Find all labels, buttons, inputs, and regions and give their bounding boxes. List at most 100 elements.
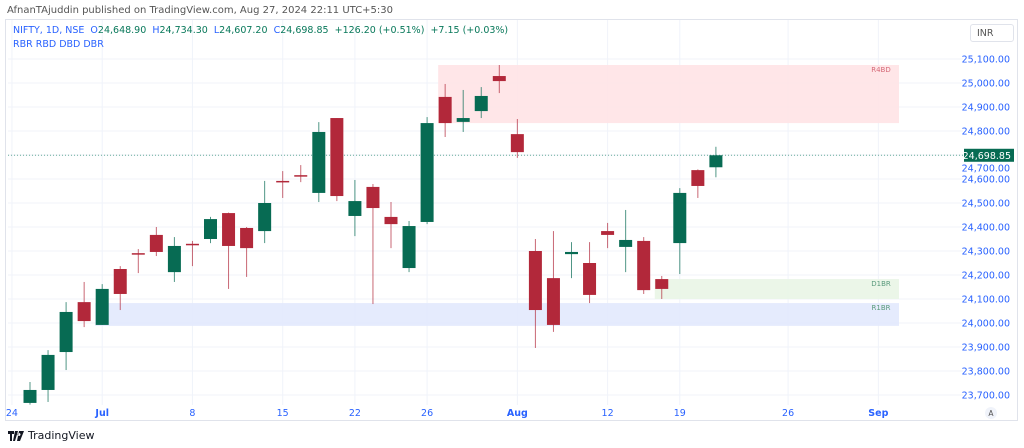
- candle: [77, 281, 91, 328]
- candle: [619, 209, 633, 273]
- candle: [222, 212, 236, 289]
- zone-label: R1BR: [872, 304, 891, 312]
- candle-body: [637, 240, 651, 291]
- price-tick-label: 23,900.00: [962, 343, 1010, 354]
- candle: [348, 179, 362, 237]
- candle: [510, 119, 524, 158]
- candle: [294, 165, 308, 183]
- candle: [637, 237, 651, 294]
- candle: [528, 239, 542, 348]
- time-tick-label: 15: [277, 408, 289, 419]
- price-tick-label: 25,100.00: [962, 55, 1010, 66]
- open-value: 24,648.90: [97, 25, 147, 36]
- zones: R4BD D1BR R1BR: [95, 65, 899, 326]
- candle: [131, 249, 145, 274]
- tradingview-brand[interactable]: TradingView: [8, 429, 94, 442]
- auto-scale-button[interactable]: [985, 407, 997, 419]
- candle: [185, 240, 199, 267]
- candle-body: [438, 96, 452, 124]
- candle: [59, 302, 73, 371]
- price-tick-label: 24,700.00: [962, 163, 1010, 174]
- candle: [438, 83, 452, 137]
- change2-value: +7.15 (+0.03%): [430, 25, 509, 36]
- candle: [474, 87, 488, 119]
- candle-body: [23, 389, 37, 403]
- change-value: +126.20 (+0.51%): [334, 25, 425, 36]
- candle: [601, 222, 615, 249]
- zone-r4bd: [438, 65, 899, 124]
- candle-body: [312, 131, 326, 193]
- candle: [204, 216, 217, 244]
- candle: [258, 180, 272, 244]
- candle: [402, 221, 416, 273]
- time-tick-label: 12: [602, 408, 614, 419]
- time-tick-label: 26: [421, 408, 433, 419]
- time-tick-label: 26: [782, 408, 794, 419]
- time-tick-label: 8: [189, 408, 195, 419]
- zone-r1br: [95, 303, 899, 326]
- candle: [691, 169, 705, 198]
- candle: [330, 118, 344, 202]
- candle-body: [95, 288, 109, 325]
- candle-body: [583, 263, 597, 295]
- candle-body: [366, 186, 380, 209]
- last-price-badge: [964, 148, 1014, 162]
- zone-d1br: [654, 279, 899, 299]
- price-tick-label: 24,500.00: [962, 199, 1010, 210]
- ohlc-legend: NIFTY, 1D, NSE O24,648.90 H24,734.30 L24…: [13, 25, 509, 36]
- price-tick-label: 24,400.00: [962, 223, 1010, 234]
- time-tick-label: 24: [6, 408, 18, 419]
- candle-body: [204, 219, 217, 239]
- candle-body: [601, 231, 615, 235]
- candle-body: [113, 269, 127, 294]
- candle: [240, 227, 254, 277]
- candle: [167, 237, 181, 282]
- candle-body: [673, 192, 687, 244]
- candle-body: [510, 134, 524, 153]
- candle-body: [528, 251, 542, 311]
- candle-body: [402, 226, 416, 269]
- price-tick-label: 23,700.00: [962, 391, 1010, 402]
- candle: [655, 275, 669, 299]
- price-tick-label: 24,200.00: [962, 271, 1010, 282]
- symbol-label[interactable]: NIFTY, 1D, NSE: [13, 25, 85, 36]
- zone-label: R4BD: [871, 66, 891, 74]
- candle-body: [709, 155, 723, 168]
- candle-body: [474, 95, 488, 112]
- candle-body: [222, 213, 236, 246]
- candle-body: [492, 76, 506, 82]
- candle-body: [655, 279, 669, 289]
- candle: [583, 242, 597, 304]
- candle-body: [167, 245, 181, 273]
- time-tick-label: Jul: [94, 408, 109, 419]
- candle-body: [420, 123, 434, 222]
- candle: [95, 284, 109, 325]
- high-value: 24,734.30: [159, 25, 208, 36]
- candle: [366, 184, 380, 305]
- candle-body: [691, 170, 705, 186]
- candle-body: [348, 201, 362, 216]
- candle-body: [77, 302, 91, 322]
- candle: [276, 171, 290, 198]
- indicator-label[interactable]: RBR RBD DBD DBR: [13, 39, 104, 50]
- candle: [456, 89, 470, 132]
- publisher-line: AfnanTAjuddin published on TradingView.c…: [7, 5, 394, 16]
- price-tick-label: 24,800.00: [962, 127, 1010, 138]
- price-tick-label: 23,800.00: [962, 367, 1010, 378]
- price-tick-label: 24,100.00: [962, 295, 1010, 306]
- low-value: 24,607.20: [219, 25, 268, 36]
- candle-body: [546, 278, 560, 325]
- price-tick-label: 24,300.00: [962, 247, 1010, 258]
- close-value: 24,698.85: [280, 25, 329, 36]
- candle-body: [619, 239, 633, 247]
- candle: [113, 266, 127, 311]
- candle-body: [456, 118, 470, 122]
- candle: [149, 227, 163, 257]
- currency-button[interactable]: INR: [970, 24, 1014, 42]
- candle-body: [294, 175, 308, 177]
- candle-body: [149, 234, 163, 252]
- candle-body: [330, 118, 344, 197]
- time-tick-label: Sep: [868, 408, 888, 419]
- candle: [23, 382, 37, 405]
